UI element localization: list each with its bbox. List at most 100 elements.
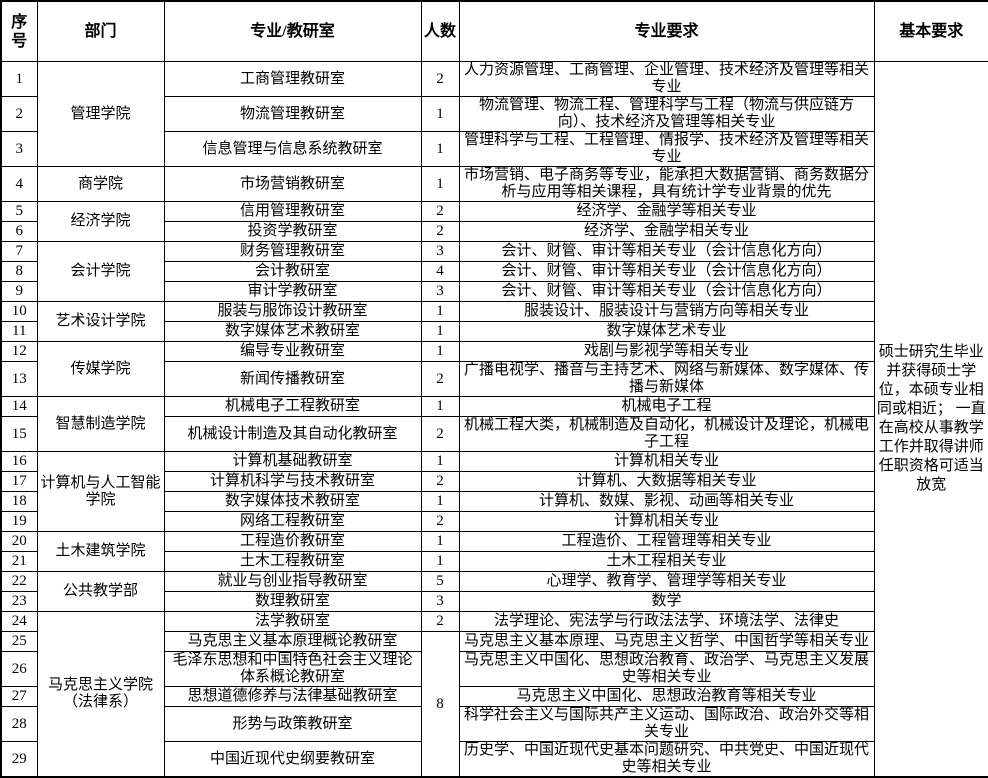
major-requirement-cell: 历史学、中国近现代史基本问题研究、中共党史、中国近现代史等相关专业 — [458, 741, 875, 778]
office-cell: 毛泽东思想和中国特色社会主义理论体系概论教研室 — [163, 651, 422, 687]
major-requirement-cell: 计算机相关专业 — [458, 451, 875, 472]
major-requirement-cell: 计算机、大数据等相关专业 — [458, 471, 875, 492]
table-row: 13 新闻传播教研室 2 广播电视学、播音与主持艺术、网络与新媒体、数字媒体、传播与新… — [0, 361, 988, 397]
serial-number-cell: 19 — [0, 511, 38, 532]
major-requirement-cell: 机械工程大类，机械制造及自动化，机械设计及理论，机械电子工程 — [458, 416, 875, 452]
serial-number-cell: 27 — [0, 686, 38, 707]
department-cell: 传媒学院 — [36, 341, 165, 397]
office-cell: 审计学教研室 — [163, 281, 422, 302]
count-cell: 1 — [420, 396, 460, 417]
major-requirement-cell: 广播电视学、播音与主持艺术、网络与新媒体、数字媒体、传播与新媒体 — [458, 361, 875, 397]
office-cell: 计算机科学与技术教研室 — [163, 471, 422, 492]
count-cell: 2 — [420, 511, 460, 532]
table-row: 20 土木建筑学院 工程造价教研室 1 工程造价、工程管理等相关专业 — [0, 531, 988, 572]
count-cell: 2 — [420, 61, 460, 97]
table-row: 22 公共教学部 就业与创业指导教研室 5 心理学、教育学、管理学等相关专业 — [0, 571, 988, 612]
office-cell: 新闻传播教研室 — [163, 361, 422, 397]
header-row: 序号 部门 专业/教研室 人数 专业要求 基本要求 — [0, 0, 988, 62]
office-cell: 法学教研室 — [163, 611, 422, 632]
department-cell: 会计学院 — [36, 241, 165, 302]
major-requirement-cell: 心理学、教育学、管理学等相关专业 — [458, 571, 875, 592]
header-count: 人数 — [420, 0, 460, 62]
serial-number-cell: 18 — [0, 491, 38, 512]
count-cell: 5 — [420, 571, 460, 592]
major-requirement-cell: 市场营销、电子商务等专业，能承担大数据营销、商务数据分析与应用等相关课程，具有统… — [458, 166, 875, 202]
count-cell: 1 — [420, 551, 460, 572]
table-row: 4 商学院 市场营销教研室 1 市场营销、电子商务等专业，能承担大数据营销、商务数据分析… — [0, 166, 988, 202]
serial-number-cell: 15 — [0, 416, 38, 452]
department-cell: 艺术设计学院 — [36, 301, 165, 342]
major-requirement-cell: 马克思主义基本原理、马克思主义哲学、中国哲学等相关专业 — [458, 631, 875, 652]
office-cell: 形势与政策教研室 — [163, 706, 422, 742]
count-cell: 2 — [420, 611, 460, 632]
major-requirement-cell: 戏剧与影视学等相关专业 — [458, 341, 875, 362]
serial-number-cell: 3 — [0, 131, 38, 167]
serial-number-cell: 7 — [0, 241, 38, 262]
table-row: 3 信息管理与信息系统教研室 1 管理科学与工程、工程管理、情报学、技术经济及管理等相… — [0, 131, 988, 167]
count-cell: 8 — [420, 631, 460, 778]
serial-number-cell: 21 — [0, 551, 38, 572]
table-row: 17 计算机科学与技术教研室 2 计算机、大数据等相关专业 — [0, 471, 988, 492]
office-cell: 土木工程教研室 — [163, 551, 422, 572]
serial-number-cell: 20 — [0, 531, 38, 552]
department-cell: 管理学院 — [36, 61, 165, 167]
table-row: 5 经济学院 信用管理教研室 2 经济学、金融学等相关专业 — [0, 201, 988, 242]
office-cell: 机械设计制造及其自动化教研室 — [163, 416, 422, 452]
table-row: 11 数字媒体艺术教研室 1 数字媒体艺术专业 — [0, 321, 988, 342]
serial-number-cell: 16 — [0, 451, 38, 472]
major-requirement-cell: 计算机相关专业 — [458, 511, 875, 532]
office-cell: 投资学教研室 — [163, 221, 422, 242]
office-cell: 编导专业教研室 — [163, 341, 422, 362]
department-cell: 马克思主义学院（法律系） — [36, 611, 165, 778]
count-cell: 3 — [420, 591, 460, 612]
serial-number-cell: 4 — [0, 166, 38, 202]
department-cell: 经济学院 — [36, 201, 165, 242]
serial-number-cell: 17 — [0, 471, 38, 492]
major-requirement-cell: 土木工程相关专业 — [458, 551, 875, 572]
serial-number-cell: 26 — [0, 651, 38, 687]
table-row: 19 网络工程教研室 2 计算机相关专业 — [0, 511, 988, 532]
table-row: 9 审计学教研室 3 会计、财管、审计等相关专业（会计信息化方向） — [0, 281, 988, 302]
header-basic-requirement: 基本要求 — [873, 0, 988, 62]
office-cell: 财务管理教研室 — [163, 241, 422, 262]
serial-number-cell: 12 — [0, 341, 38, 362]
major-requirement-cell: 物流管理、物流工程、管理科学与工程（物流与供应链方向）、技术经济及管理等相关专业 — [458, 96, 875, 132]
major-requirement-cell: 数学 — [458, 591, 875, 612]
major-requirement-cell: 法学理论、宪法学与行政法法学、环境法学、法律史 — [458, 611, 875, 632]
serial-number-cell: 6 — [0, 221, 38, 242]
office-cell: 会计教研室 — [163, 261, 422, 282]
office-cell: 数字媒体艺术教研室 — [163, 321, 422, 342]
table-row: 23 数理教研室 3 数学 — [0, 591, 988, 612]
serial-number-cell: 28 — [0, 706, 38, 742]
count-cell: 1 — [420, 341, 460, 362]
major-requirement-cell: 经济学、金融学相关专业 — [458, 221, 875, 242]
major-requirement-cell: 数字媒体艺术专业 — [458, 321, 875, 342]
table-row: 16 计算机与人工智能学院 计算机基础教研室 1 计算机相关专业 — [0, 451, 988, 532]
serial-number-cell: 11 — [0, 321, 38, 342]
count-cell: 1 — [420, 96, 460, 132]
major-requirement-cell: 经济学、金融学等相关专业 — [458, 201, 875, 222]
office-cell: 服装与服饰设计教研室 — [163, 301, 422, 322]
count-cell: 2 — [420, 471, 460, 492]
major-requirement-cell: 人力资源管理、工商管理、企业管理、技术经济及管理等相关专业 — [458, 61, 875, 97]
serial-number-cell: 25 — [0, 631, 38, 652]
count-cell: 3 — [420, 281, 460, 302]
office-cell: 马克思主义基本原理概论教研室 — [163, 631, 422, 652]
office-cell: 信用管理教研室 — [163, 201, 422, 222]
office-cell: 中国近现代史纲要教研室 — [163, 741, 422, 778]
count-cell: 4 — [420, 261, 460, 282]
count-cell: 2 — [420, 221, 460, 242]
table-header: 序号 部门 专业/教研室 人数 专业要求 基本要求 — [0, 0, 988, 62]
count-cell: 1 — [420, 301, 460, 322]
count-cell: 1 — [420, 491, 460, 512]
table-row: 28 形势与政策教研室 科学社会主义与国际共产主义运动、国际政治、政治外交等相关专业 — [0, 706, 988, 742]
office-cell: 信息管理与信息系统教研室 — [163, 131, 422, 167]
table-row: 7 会计学院 财务管理教研室 3 会计、财管、审计等相关专业（会计信息化方向） — [0, 241, 988, 302]
major-requirement-cell: 马克思主义中国化、思想政治教育等相关专业 — [458, 686, 875, 707]
office-cell: 机械电子工程教研室 — [163, 396, 422, 417]
serial-number-cell: 22 — [0, 571, 38, 592]
count-cell: 2 — [420, 416, 460, 452]
table-body: 1 管理学院 工商管理教研室 2 人力资源管理、工商管理、企业管理、技术经济及管理等相关… — [0, 61, 988, 778]
table-row: 18 数字媒体技术教研室 1 计算机、数媒、影视、动画等相关专业 — [0, 491, 988, 512]
